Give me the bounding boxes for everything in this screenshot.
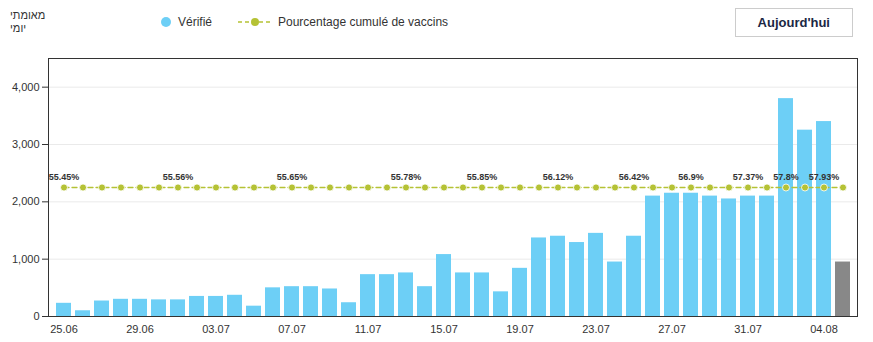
svg-text:29.06: 29.06 [126, 323, 154, 335]
html-text:Pourcentage cumulé de vaccins: Pourcentage cumulé de vaccins [278, 15, 449, 29]
svg-text:03.07: 03.07 [202, 323, 230, 335]
svg-text:11.07: 11.07 [355, 323, 382, 335]
svg-text:57.93%: 57.93% [809, 172, 840, 182]
html-text:Vérifié: Vérifié [178, 15, 212, 29]
svg-text:0: 0 [33, 310, 39, 322]
html-text:יומי: יומי [10, 22, 27, 34]
svg-text:56.9%: 56.9% [678, 172, 704, 182]
html-text:Aujourd'hui: Aujourd'hui [757, 14, 830, 30]
svg-text:55.56%: 55.56% [163, 172, 194, 182]
svg-text:23.07: 23.07 [582, 323, 610, 335]
svg-text:55.78%: 55.78% [391, 172, 422, 182]
svg-text:19.07: 19.07 [506, 323, 534, 335]
svg-text:55.85%: 55.85% [467, 172, 498, 182]
svg-text:2,000: 2,000 [12, 195, 40, 207]
svg-text:07.07: 07.07 [278, 323, 306, 335]
svg-text:1,000: 1,000 [12, 253, 40, 265]
svg-text:55.45%: 55.45% [49, 172, 80, 182]
svg-text:31.07: 31.07 [734, 323, 762, 335]
svg-text:55.65%: 55.65% [277, 172, 308, 182]
svg-text:25.06: 25.06 [50, 323, 78, 335]
svg-text:04.08: 04.08 [810, 323, 838, 335]
svg-text:4,000: 4,000 [12, 81, 40, 93]
svg-text:56.12%: 56.12% [543, 172, 574, 182]
svg-text:57.8%: 57.8% [773, 172, 799, 182]
svg-text:27.07: 27.07 [658, 323, 686, 335]
html-text:מאומתי: מאומתי [10, 9, 46, 21]
svg-text:56.42%: 56.42% [619, 172, 650, 182]
svg-text:3,000: 3,000 [12, 138, 40, 150]
svg-text:57.37%: 57.37% [733, 172, 764, 182]
svg-text:15.07: 15.07 [430, 323, 458, 335]
